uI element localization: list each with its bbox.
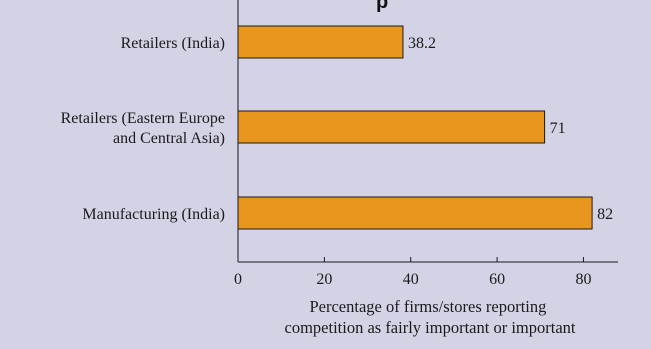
data-label-0: 38.2 [408, 35, 436, 52]
data-label-1: 71 [550, 120, 566, 137]
category-labels: Retailers (India) Retailers (Eastern Euro… [61, 35, 225, 223]
data-label-2: 82 [597, 206, 613, 223]
x-tick-label-2: 40 [403, 271, 419, 288]
x-axis-title: Percentage of firms/stores reporting com… [285, 297, 576, 337]
x-axis-ticks: 0 20 40 60 80 [234, 257, 591, 288]
bar-1 [237, 110, 546, 144]
x-axis-title-line-1: Percentage of firms/stores reporting [309, 297, 546, 316]
category-label-2: Manufacturing (India) [82, 206, 225, 223]
category-label-0: Retailers (India) [121, 35, 225, 52]
x-tick-label-3: 60 [489, 271, 505, 288]
x-tick-label-4: 80 [575, 271, 591, 288]
data-labels: 38.2 71 82 [408, 35, 613, 223]
category-label-1-line-1: and Central Asia) [113, 130, 225, 147]
category-label-1-line-0: Retailers (Eastern Europe [61, 110, 225, 127]
x-axis-title-line-2: competition as fairly important or impor… [285, 318, 576, 337]
bars-group [237, 25, 593, 230]
x-tick-label-0: 0 [234, 271, 242, 288]
bar-2 [237, 196, 593, 230]
chart-title-fragment: p [376, 0, 388, 13]
bar-0 [237, 25, 404, 59]
x-tick-label-1: 20 [316, 271, 332, 288]
